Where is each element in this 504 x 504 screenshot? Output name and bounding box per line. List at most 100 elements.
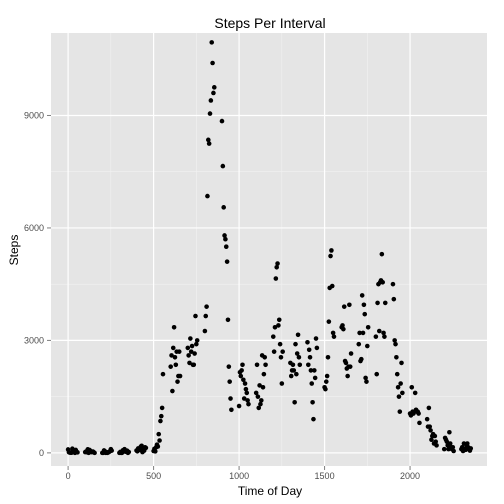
data-point [262, 354, 268, 360]
data-point [255, 394, 261, 399]
data-point [307, 354, 313, 360]
data-point [447, 429, 452, 435]
data-point [393, 341, 398, 347]
data-point [340, 323, 345, 328]
data-point [204, 304, 209, 309]
data-point [177, 373, 183, 379]
data-point [395, 384, 401, 390]
data-point [360, 330, 366, 336]
data-point [236, 403, 242, 409]
data-point [75, 450, 80, 455]
data-point [246, 401, 251, 407]
data-point [260, 384, 266, 390]
data-point [441, 446, 447, 452]
y-tick-label: 0 [39, 448, 44, 458]
data-point [292, 399, 297, 405]
data-point [253, 390, 259, 396]
data-point [429, 437, 434, 443]
data-point [276, 317, 282, 323]
data-point [175, 379, 180, 384]
data-point [359, 356, 364, 362]
data-point [169, 353, 174, 358]
data-point [305, 339, 310, 345]
data-point [188, 349, 194, 354]
data-point [293, 341, 298, 347]
data-point [359, 293, 365, 298]
x-tick-label: 1000 [229, 471, 249, 481]
y-tick-label: 9000 [24, 110, 44, 120]
data-point [361, 302, 367, 308]
data-point [391, 296, 397, 302]
data-point [159, 405, 165, 411]
data-point [172, 354, 178, 360]
data-point [158, 418, 163, 424]
data-point [291, 368, 297, 373]
data-point [207, 111, 213, 116]
x-tick-label: 500 [146, 471, 161, 481]
data-point [294, 371, 299, 377]
data-point [328, 253, 333, 259]
data-point [341, 304, 347, 309]
data-point [294, 351, 300, 356]
data-point [157, 438, 162, 443]
data-point [211, 90, 216, 96]
data-point [394, 354, 399, 360]
data-point [306, 362, 311, 368]
data-point [375, 300, 380, 306]
data-point [244, 390, 250, 396]
data-point [296, 354, 302, 360]
data-point [186, 353, 191, 358]
data-point [382, 334, 387, 339]
y-axis-ticks: 0 3000 6000 9000 [24, 110, 51, 458]
x-tick-label: 1500 [315, 471, 335, 481]
data-point [381, 330, 386, 336]
data-point [156, 431, 162, 437]
data-point [229, 407, 234, 413]
data-point [427, 424, 433, 429]
data-point [347, 364, 353, 369]
data-point [309, 381, 315, 386]
data-point [432, 433, 438, 439]
data-point [188, 336, 193, 341]
data-point [223, 244, 229, 249]
data-point [451, 448, 456, 454]
data-point [259, 398, 264, 403]
data-point [203, 313, 209, 319]
data-point [242, 381, 248, 386]
data-point [323, 386, 328, 392]
data-point [326, 319, 332, 324]
y-tick-label: 6000 [24, 223, 44, 233]
data-point [450, 444, 456, 450]
data-point [424, 416, 430, 422]
data-point [254, 362, 260, 368]
data-point [245, 398, 250, 403]
data-point [379, 251, 385, 257]
data-point [279, 381, 285, 386]
data-point [290, 362, 296, 368]
data-point [311, 416, 316, 422]
data-point [330, 330, 336, 336]
data-point [257, 383, 262, 388]
data-point [278, 354, 284, 360]
data-point [392, 338, 397, 343]
data-point [380, 280, 386, 285]
data-point [202, 328, 208, 334]
data-point [356, 341, 362, 347]
data-point [297, 362, 303, 368]
data-point [376, 328, 382, 334]
data-point [323, 379, 329, 384]
data-point [329, 248, 334, 253]
data-point [324, 373, 330, 379]
data-point [210, 60, 215, 66]
data-point [187, 360, 192, 366]
data-point [433, 439, 439, 444]
data-point [357, 330, 362, 336]
data-point [191, 362, 197, 368]
data-point [239, 368, 244, 373]
data-point [390, 281, 396, 287]
x-tick-label: 2000 [400, 471, 420, 481]
data-point [400, 390, 405, 396]
data-point [399, 360, 404, 366]
data-point [434, 443, 439, 448]
x-tick-label: 0 [66, 471, 71, 481]
